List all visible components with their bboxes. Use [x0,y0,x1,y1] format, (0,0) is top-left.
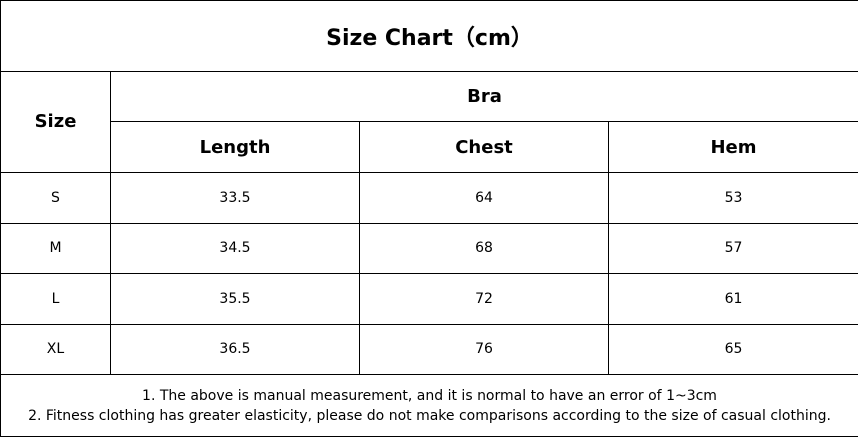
measure-cell: 64 [359,171,609,224]
measure-cell: 34.5 [110,222,360,275]
notes: 1. The above is manual measurement, and … [0,374,858,437]
size-header: Size [0,70,111,173]
size-cell: XL [0,323,111,376]
group-header: Bra [109,70,858,123]
column-header-row: Length Chest Hem [1,121,858,173]
notes-row: 1. The above is manual measurement, and … [0,374,858,437]
header-row: Size Bra [0,70,858,173]
column-header: Hem [607,121,858,173]
column-header: Length [110,121,360,173]
size-cell: L [0,273,111,325]
measure-cell: 36.5 [110,323,360,376]
measure-cell: 35.5 [110,273,360,325]
title-row: Size Chart（cm） [0,0,858,72]
note: 1. The above is manual measurement, and … [142,387,717,404]
measure-cell: 57 [607,222,858,275]
title: Size Chart（cm） [0,0,858,72]
size-row: M 34.5 68 57 [0,222,858,275]
measure-cell: 65 [607,323,858,376]
measure-cell: 53 [607,171,858,224]
size-row: XL 36.5 76 65 [0,323,858,376]
measure-cell: 68 [359,222,609,275]
size-cell: M [0,222,111,275]
size-cell: S [0,171,111,224]
measure-cell: 72 [359,273,609,325]
size-row: L 35.5 72 61 [0,273,858,325]
note: 2. Fitness clothing has greater elastici… [28,407,831,424]
measure-cell: 33.5 [110,171,360,224]
column-header: Chest [359,121,609,173]
size-row: S 33.5 64 53 [0,171,858,224]
measure-cell: 76 [359,323,609,376]
measure-cell: 61 [607,273,858,325]
